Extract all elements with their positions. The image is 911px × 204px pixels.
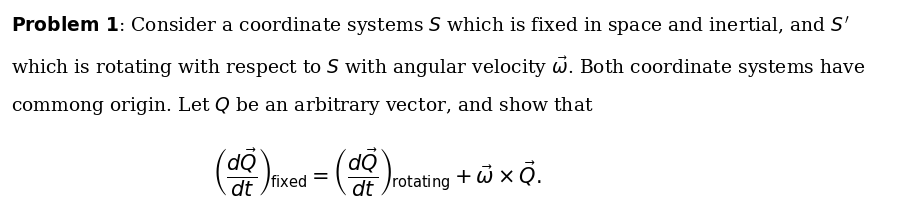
Text: which is rotating with respect to $S$ with angular velocity $\vec{\omega}$. Both: which is rotating with respect to $S$ wi… (11, 54, 865, 80)
Text: $\mathbf{Problem\ 1}$: Consider a coordinate systems $S$ which is fixed in space: $\mathbf{Problem\ 1}$: Consider a coordi… (11, 14, 850, 38)
Text: commong origin. Let $Q$ be an arbitrary vector, and show that: commong origin. Let $Q$ be an arbitrary … (11, 95, 594, 117)
Text: $\left(\dfrac{d\vec{Q}}{dt}\right)_{\!\mathrm{fixed}} = \left(\dfrac{d\vec{Q}}{d: $\left(\dfrac{d\vec{Q}}{dt}\right)_{\!\m… (212, 147, 542, 199)
